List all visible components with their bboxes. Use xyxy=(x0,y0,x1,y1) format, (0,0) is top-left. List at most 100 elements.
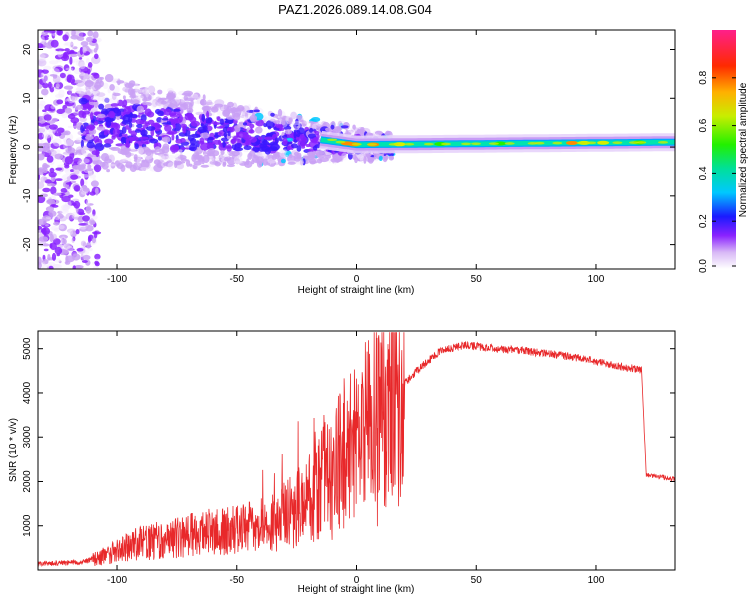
spectral-blob xyxy=(350,129,354,133)
spectral-blob xyxy=(92,159,102,165)
spectral-blob xyxy=(50,186,57,195)
spectral-blob xyxy=(53,263,61,268)
spectral-blob xyxy=(276,117,284,120)
spectral-blob xyxy=(38,56,46,64)
spectral-blob xyxy=(38,153,45,161)
snr-panel: -100 -50 0 50 100 1000 2000 3000 4000 5000 Heigh… xyxy=(8,330,676,595)
colorbar-label: Normalized spectral amplitude xyxy=(738,82,749,217)
spectral-blob xyxy=(47,261,56,267)
spectral-blob xyxy=(193,92,201,100)
spectral-blob xyxy=(171,93,176,98)
spectral-blob xyxy=(314,144,321,149)
spectral-blob xyxy=(49,243,53,249)
spectral-blob xyxy=(56,30,63,36)
spectral-blob xyxy=(80,72,84,80)
spectral-blob xyxy=(230,138,237,144)
spectral-blob xyxy=(83,156,93,165)
carrier-ripple xyxy=(636,141,647,144)
spectral-blob xyxy=(154,146,161,153)
spectral-blob xyxy=(159,148,165,155)
spectral-blob xyxy=(52,138,62,147)
spectral-blob xyxy=(311,117,321,122)
spectral-blob xyxy=(76,36,85,41)
spectral-blob xyxy=(89,112,94,121)
spectral-blob xyxy=(39,100,46,107)
spectral-blob xyxy=(93,121,99,126)
spectral-blob xyxy=(101,96,110,103)
spectral-blob xyxy=(62,168,71,172)
spectral-blob xyxy=(73,30,84,39)
spectral-blob xyxy=(195,111,205,116)
spectral-blob xyxy=(253,109,260,113)
spectral-blob xyxy=(112,124,116,129)
spectral-blob xyxy=(244,160,253,168)
spectral-blob xyxy=(92,99,98,103)
spectral-blob xyxy=(200,164,209,168)
spectral-blob xyxy=(42,264,50,269)
spectral-blob xyxy=(71,96,81,101)
spectral-blob xyxy=(234,158,240,165)
spectral-blob xyxy=(186,127,197,131)
spectral-blob xyxy=(80,41,89,47)
spectral-blob xyxy=(71,78,75,84)
spectral-blob xyxy=(157,136,162,141)
spectral-blob xyxy=(139,87,149,91)
spectral-blob xyxy=(92,237,96,244)
spectral-blob xyxy=(98,103,105,110)
carrier-ripple xyxy=(471,142,482,146)
spectral-blob xyxy=(267,125,272,130)
spectral-blob xyxy=(167,104,172,108)
spectral-blob xyxy=(300,159,304,166)
snr-y-ticks: 1000 2000 3000 4000 5000 xyxy=(22,337,675,537)
spectral-blob xyxy=(55,48,65,52)
spectral-blob xyxy=(139,119,147,125)
spectral-blob xyxy=(42,187,51,193)
spectral-blob xyxy=(137,166,145,171)
spectral-blob xyxy=(178,149,183,153)
carrier-ripple xyxy=(366,143,377,146)
y-tick-label: 10 xyxy=(22,92,33,104)
spectral-blob xyxy=(72,157,83,164)
spectral-blob xyxy=(147,85,156,94)
spectral-blob xyxy=(147,95,152,100)
y-tick-label: -20 xyxy=(22,237,33,252)
spectral-blob xyxy=(78,57,83,60)
spectral-blob xyxy=(38,69,45,74)
spectral-blob xyxy=(223,132,228,138)
x-tick-label: 100 xyxy=(588,274,605,285)
spectral-blob xyxy=(290,143,298,149)
spectral-blob xyxy=(202,94,206,101)
spectral-blob xyxy=(222,162,227,167)
spectral-blob xyxy=(38,63,42,67)
spectral-blob xyxy=(42,142,51,146)
spectral-blob xyxy=(58,225,65,230)
spectral-blob xyxy=(145,90,149,98)
carrier-ripple xyxy=(657,141,668,144)
spectral-blob xyxy=(50,148,54,152)
spectral-blob xyxy=(309,154,319,160)
spectral-blob xyxy=(50,142,60,149)
spectral-blob xyxy=(94,253,101,260)
spectral-blob xyxy=(41,88,49,96)
spectral-blob xyxy=(197,126,207,133)
spectral-blob xyxy=(77,130,87,136)
spectral-blob xyxy=(80,240,86,247)
spectral-blob xyxy=(63,204,72,209)
spectral-blob xyxy=(145,86,150,94)
spectral-blob xyxy=(54,153,64,160)
spectral-blob xyxy=(56,243,64,248)
spectral-blob xyxy=(210,106,219,113)
spectral-blob xyxy=(226,164,235,168)
spectral-blob xyxy=(68,53,78,58)
spectral-blob xyxy=(63,243,73,250)
spectral-blob xyxy=(186,159,191,167)
spectral-blob xyxy=(154,152,161,155)
spectral-blob xyxy=(233,147,244,152)
spectral-blob xyxy=(129,114,138,118)
spectral-blob xyxy=(108,110,115,119)
spectral-blob xyxy=(66,74,73,83)
x-tick-label: 0 xyxy=(354,575,360,586)
spectral-blob xyxy=(160,100,168,105)
spectral-blob xyxy=(264,136,274,141)
